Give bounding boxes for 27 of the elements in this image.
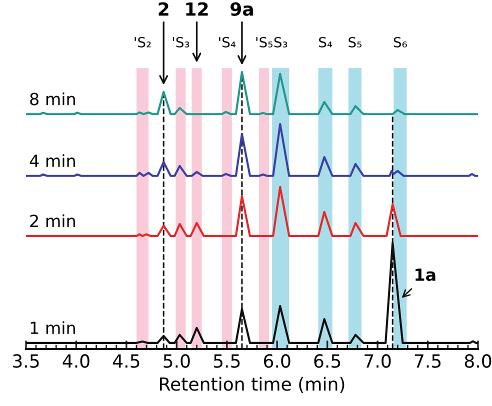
x-tick-label: 6.5 (314, 354, 340, 368)
x-tick-label: 3.5 (13, 354, 39, 368)
band-label: 'S₅ (256, 36, 272, 48)
series-label: 4 min (30, 154, 75, 167)
series-label: 1 min (30, 321, 75, 334)
x-tick-label: 7.5 (414, 354, 441, 368)
x-tick-label: 7.0 (364, 354, 391, 368)
band-label: S₄ (319, 36, 332, 48)
x-tick-label: 6.0 (264, 354, 290, 368)
x-axis-title: Retention time (min) (160, 376, 344, 393)
annotation: 2 (158, 2, 168, 16)
band-label: 'S₂ (134, 36, 151, 48)
series-label: 8 min (30, 92, 75, 106)
x-tick-label: 5.0 (164, 354, 190, 368)
band-label: 'S₄ (219, 36, 236, 48)
x-tick-label: 4.0 (62, 354, 90, 368)
series-label: 2 min (30, 214, 75, 227)
band-label: S₅ (348, 36, 362, 48)
band-label: 'S₃ (172, 36, 190, 48)
x-tick-label: 4.5 (112, 354, 140, 368)
x-tick-label: 5.5 (214, 354, 240, 368)
annotation: 9a (230, 2, 253, 16)
text: 12 (186, 2, 208, 16)
x-tick-label: 8.0 (464, 354, 492, 368)
annotation: 1a (416, 268, 436, 281)
band-label: S₆ (394, 36, 407, 48)
band-label: S₃ (274, 36, 288, 48)
